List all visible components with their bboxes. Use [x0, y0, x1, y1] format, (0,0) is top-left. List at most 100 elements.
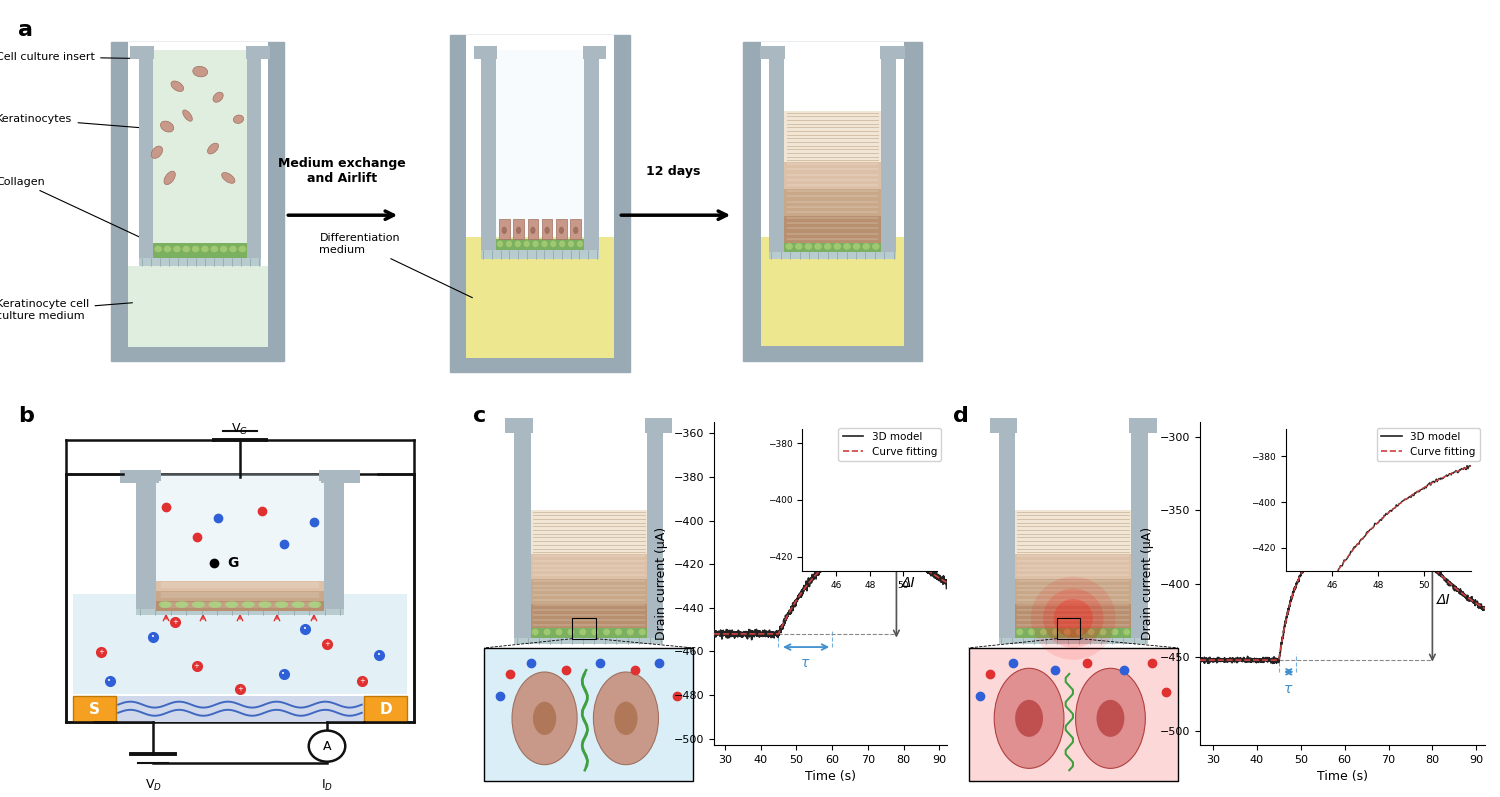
Ellipse shape [183, 110, 192, 121]
Ellipse shape [309, 601, 321, 608]
Ellipse shape [544, 226, 550, 234]
Ellipse shape [222, 172, 236, 183]
Bar [135, 609, 345, 614]
Ellipse shape [213, 92, 223, 102]
Bar [570, 219, 580, 239]
Ellipse shape [834, 243, 842, 249]
Ellipse shape [291, 601, 304, 608]
Ellipse shape [1040, 629, 1047, 635]
Bar [364, 696, 408, 722]
Text: Keratinocytes: Keratinocytes [0, 114, 216, 134]
Text: +: + [237, 685, 243, 692]
Ellipse shape [230, 245, 237, 253]
Bar [140, 49, 153, 266]
Ellipse shape [627, 629, 634, 635]
Ellipse shape [1016, 700, 1042, 737]
Y-axis label: Drain current (μA): Drain current (μA) [1142, 528, 1154, 640]
Bar [153, 49, 248, 266]
Ellipse shape [994, 669, 1064, 768]
Bar [999, 638, 1148, 644]
Ellipse shape [530, 226, 536, 234]
Ellipse shape [568, 241, 574, 247]
Bar [482, 250, 598, 258]
Ellipse shape [579, 629, 586, 635]
Text: D: D [380, 702, 392, 717]
Bar [1130, 418, 1156, 433]
Bar [760, 42, 904, 336]
Text: +: + [358, 678, 364, 685]
Ellipse shape [615, 629, 622, 635]
Bar [784, 162, 880, 189]
Ellipse shape [532, 629, 538, 635]
Legend: 3D model, Curve fitting: 3D model, Curve fitting [1377, 428, 1480, 461]
Bar [531, 628, 646, 638]
Text: +: + [194, 663, 200, 669]
Bar [1016, 579, 1131, 603]
Bar [156, 473, 324, 614]
Ellipse shape [220, 245, 228, 253]
Text: •: • [303, 626, 307, 632]
Ellipse shape [1076, 669, 1146, 768]
Ellipse shape [786, 243, 794, 249]
Text: Differentiation
medium: Differentiation medium [320, 233, 472, 297]
Ellipse shape [274, 601, 288, 608]
Bar [556, 219, 567, 239]
Ellipse shape [1064, 629, 1071, 635]
Ellipse shape [1088, 629, 1095, 635]
Bar [744, 42, 921, 361]
Ellipse shape [496, 241, 502, 247]
Text: Keratinocyte cell
culture medium: Keratinocyte cell culture medium [0, 299, 132, 320]
Bar [879, 46, 904, 59]
Bar [153, 243, 248, 257]
Bar [880, 49, 897, 258]
Ellipse shape [154, 245, 162, 253]
Text: 12 days: 12 days [646, 165, 700, 178]
Ellipse shape [1017, 629, 1023, 635]
Ellipse shape [1052, 629, 1059, 635]
Bar [1016, 554, 1131, 579]
Ellipse shape [512, 672, 578, 764]
Bar [500, 219, 510, 239]
Ellipse shape [815, 243, 822, 249]
Text: V$_D$: V$_D$ [144, 778, 162, 793]
Bar [321, 470, 360, 483]
Ellipse shape [543, 629, 550, 635]
Bar [584, 49, 598, 258]
Bar [645, 418, 672, 433]
Bar [128, 42, 268, 337]
Text: d: d [952, 406, 969, 426]
Ellipse shape [210, 245, 218, 253]
Ellipse shape [542, 241, 548, 247]
X-axis label: Time (s): Time (s) [1317, 771, 1368, 783]
Bar [584, 46, 606, 59]
Ellipse shape [1030, 577, 1116, 660]
Bar [784, 111, 880, 162]
Ellipse shape [532, 241, 538, 247]
Ellipse shape [1076, 629, 1083, 635]
Bar [156, 602, 324, 609]
Ellipse shape [871, 243, 879, 249]
Bar [1016, 628, 1131, 638]
Bar [1131, 422, 1148, 644]
Text: •: • [108, 678, 111, 685]
Bar [531, 579, 646, 603]
Bar [1016, 510, 1131, 554]
Ellipse shape [1096, 700, 1125, 737]
Ellipse shape [639, 629, 645, 635]
Text: Medium exchange
and Airlift: Medium exchange and Airlift [278, 157, 406, 186]
Bar [496, 239, 584, 250]
Bar [513, 219, 523, 239]
Text: ΔI: ΔI [902, 576, 915, 590]
Ellipse shape [573, 226, 579, 234]
Bar [474, 46, 496, 59]
Bar [1058, 618, 1080, 638]
Ellipse shape [576, 241, 584, 247]
Bar [506, 418, 532, 433]
Bar [450, 35, 630, 372]
Ellipse shape [824, 243, 831, 249]
Text: +: + [324, 642, 330, 647]
Ellipse shape [567, 629, 574, 635]
Ellipse shape [172, 245, 180, 253]
Bar [531, 554, 646, 579]
Ellipse shape [550, 241, 556, 247]
